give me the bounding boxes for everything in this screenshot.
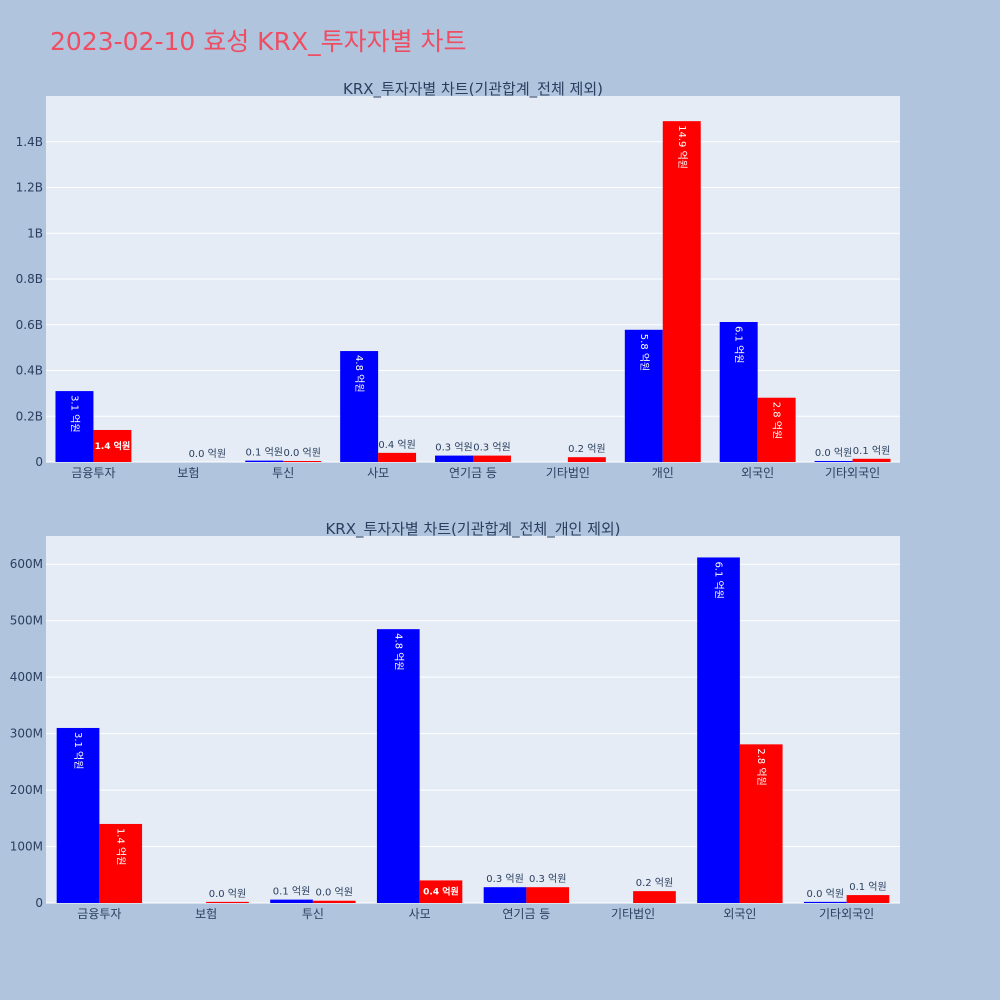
bar-blue-사모 [376, 629, 420, 903]
y-tick-label: 0.4B [16, 364, 43, 378]
data-label: 1.4 억원 [115, 828, 127, 865]
bar-blue-투신 [270, 899, 313, 903]
y-tick-label: 0.2B [16, 409, 43, 423]
data-label: 0.3 억원 [473, 442, 510, 454]
bar-red-외국인 [757, 397, 796, 462]
bar-red-기타외국인 [852, 458, 891, 462]
data-label: 3.1 억원 [72, 732, 84, 769]
bar-blue-금융투자 [56, 727, 100, 903]
data-label: 0.3 억원 [529, 873, 566, 885]
data-label: 2.8 억원 [755, 748, 767, 785]
bar-blue-외국인 [697, 557, 740, 903]
data-label: 5.8 억원 [638, 334, 650, 371]
x-tick-label: 기타법인 [546, 466, 590, 480]
data-label: 0.0 억원 [283, 447, 320, 459]
x-tick-label: 기타법인 [611, 907, 655, 921]
y-tick-label: 1B [27, 226, 43, 240]
y-tick-label: 0 [35, 896, 43, 910]
data-label: 0.1 억원 [246, 447, 283, 459]
data-label: 0.0 억원 [209, 888, 246, 900]
x-tick-label: 투신 [272, 466, 294, 480]
data-label: 0.0 억원 [315, 887, 352, 899]
data-label: 0.2 억원 [636, 877, 673, 889]
data-label: 0.3 억원 [435, 442, 472, 454]
y-tick-label: 1.2B [16, 181, 43, 195]
bar-red-기타외국인 [846, 895, 890, 903]
bar-red-금융투자 [99, 823, 143, 903]
data-label: 0.0 억원 [815, 447, 852, 459]
bar-red-개인 [662, 121, 701, 462]
bar-red-연기금 등 [473, 455, 511, 462]
data-label: 3.1 억원 [68, 395, 80, 432]
data-label: 0.0 억원 [807, 888, 844, 900]
bar-red-사모 [419, 880, 463, 903]
x-tick-label: 외국인 [723, 907, 756, 921]
bar-red-금융투자 [93, 429, 132, 462]
y-tick-label: 400M [10, 670, 43, 684]
y-tick-label: 0 [35, 455, 43, 469]
data-label: 6.1 억원 [733, 326, 745, 363]
bar-blue-개인 [624, 329, 663, 462]
bar-red-기타법인 [633, 891, 676, 903]
bar-red-외국인 [739, 744, 783, 903]
y-tick-label: 300M [10, 727, 43, 741]
bar-red-연기금 등 [526, 887, 570, 903]
x-tick-label: 투신 [302, 907, 324, 921]
x-tick-label: 사모 [409, 907, 431, 921]
bar-blue-연기금 등 [483, 887, 527, 903]
data-label: 0.1 억원 [273, 886, 310, 898]
data-label: 0.0 억원 [189, 448, 226, 460]
data-label: 2.8 억원 [771, 402, 783, 439]
y-tick-label: 100M [10, 840, 43, 854]
chart-bottom: KRX_투자자별 차트(기관합계_전체_개인 제외) 0 100M 200M 300M 4… [10, 520, 900, 921]
chart-title: KRX_투자자별 차트(기관합계_전체_개인 제외) [325, 520, 620, 539]
bar-red-사모 [378, 452, 417, 462]
x-tick-label: 사모 [367, 466, 389, 480]
chart-title: KRX_투자자별 차트(기관합계_전체 제외) [343, 80, 603, 99]
x-tick-label: 외국인 [741, 466, 774, 480]
bar-red-기타법인 [567, 457, 606, 462]
bar-blue-외국인 [719, 322, 758, 462]
data-label: 0.4 억원 [423, 886, 459, 898]
chart-top: KRX_투자자별 차트(기관합계_전체 제외) 0 0.2B 0.4B 0.6B 0.8B… [16, 80, 900, 480]
x-tick-label: 보험 [177, 466, 199, 480]
bar-blue-투신 [245, 460, 284, 462]
bar-blue-기타외국인 [814, 461, 853, 462]
x-tick-label: 보험 [195, 907, 217, 921]
x-tick-label: 연기금 등 [502, 907, 550, 921]
y-tick-label: 600M [10, 557, 43, 571]
x-tick-label: 기타외국인 [819, 907, 874, 921]
bar-blue-연기금 등 [435, 455, 473, 462]
x-tick-label: 금융투자 [77, 907, 121, 921]
data-label: 4.8 억원 [392, 633, 404, 670]
data-label: 0.1 억원 [849, 881, 886, 893]
y-tick-label: 0.6B [16, 318, 43, 332]
page-title: 2023-02-10 효성 KRX_투자자별 차트 [50, 27, 467, 56]
y-tick-label: 200M [10, 783, 43, 797]
bar-blue-사모 [340, 351, 379, 462]
y-tick-label: 1.4B [16, 135, 43, 149]
bar-red-보험 [206, 901, 249, 903]
data-label: 4.8 억원 [353, 355, 365, 392]
bar-red-투신 [283, 461, 322, 462]
x-tick-label: 연기금 등 [449, 466, 497, 480]
data-label: 6.1 억원 [713, 561, 725, 598]
data-label: 14.9 억원 [676, 125, 688, 169]
bar-blue-금융투자 [55, 391, 94, 462]
data-label: 0.4 억원 [378, 439, 415, 451]
data-label: 0.3 억원 [486, 873, 523, 885]
bar-red-투신 [312, 900, 356, 903]
data-label: 1.4 억원 [95, 440, 131, 452]
x-tick-label: 개인 [652, 466, 674, 480]
y-tick-label: 0.8B [16, 272, 43, 286]
data-label: 0.2 억원 [568, 443, 605, 455]
x-tick-label: 금융투자 [71, 466, 115, 480]
data-label: 0.1 억원 [853, 445, 890, 457]
bar-blue-기타외국인 [803, 901, 847, 903]
y-tick-label: 500M [10, 614, 43, 628]
x-tick-label: 기타외국인 [825, 466, 880, 480]
